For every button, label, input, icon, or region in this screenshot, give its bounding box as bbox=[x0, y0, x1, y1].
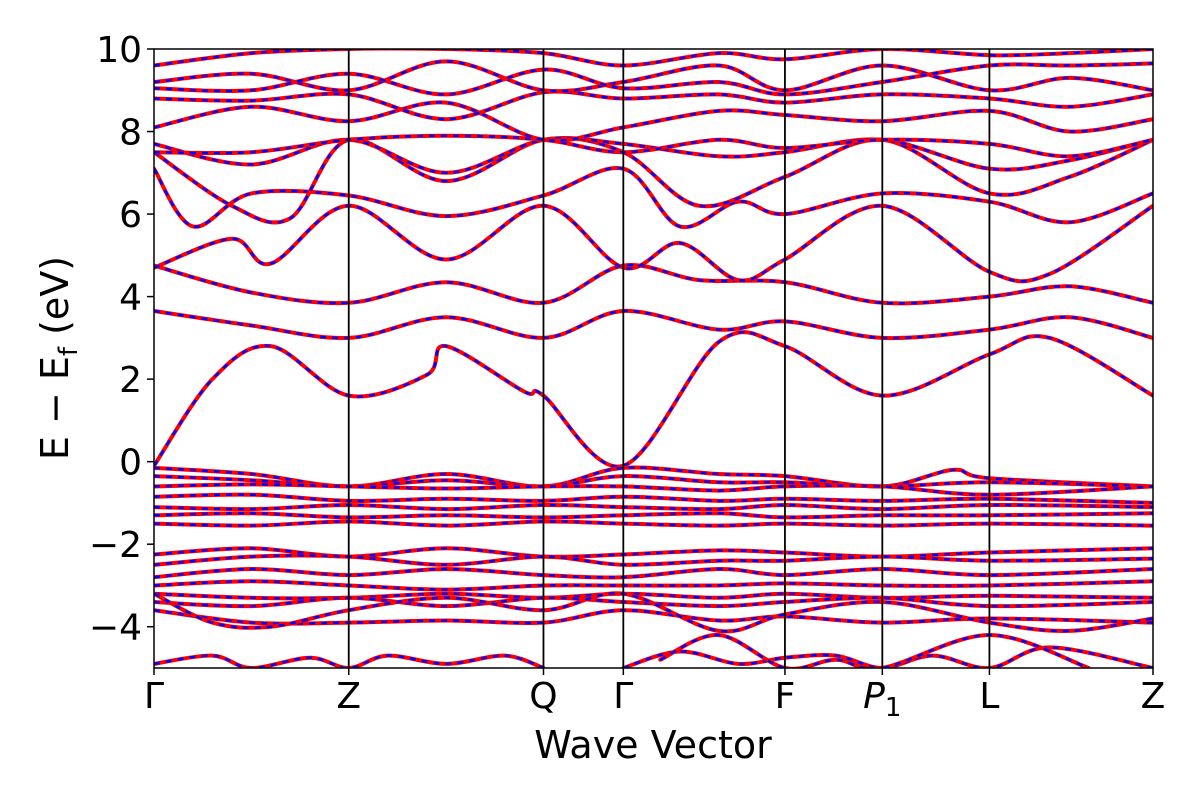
x-tick-label-P1: P1 bbox=[863, 676, 901, 723]
band-17-dashed bbox=[154, 493, 1153, 505]
y-tick-label: 0 bbox=[119, 443, 142, 484]
x-tick-label-L: L bbox=[979, 676, 999, 717]
y-tick-label: 10 bbox=[96, 30, 142, 71]
band-1-solid bbox=[154, 330, 1153, 469]
band-23-dashed bbox=[154, 567, 1153, 579]
x-tick-label-Z: Z bbox=[1141, 676, 1166, 717]
x-axis-label: Wave Vector bbox=[534, 723, 772, 767]
plot-frame bbox=[153, 48, 1154, 669]
band-11-dashed bbox=[154, 60, 1153, 93]
y-axis-label: E − Ef (eV) bbox=[33, 256, 84, 460]
band-29-solid bbox=[154, 653, 546, 668]
x-tick-label-Γ: Γ bbox=[613, 676, 633, 717]
band-24-dashed bbox=[154, 580, 1153, 591]
band-18-dashed bbox=[154, 503, 1153, 511]
band-22-dashed bbox=[154, 554, 1153, 567]
x-tick-label-Γ: Γ bbox=[144, 676, 164, 717]
band-31-dashed bbox=[659, 633, 1090, 668]
band-2-dashed bbox=[154, 309, 1153, 340]
band-26-dashed bbox=[154, 596, 1153, 608]
band-3-solid bbox=[154, 263, 1153, 306]
x-tick-label-Z: Z bbox=[336, 676, 361, 717]
band-lines bbox=[154, 49, 1153, 668]
x-tick-label-Q: Q bbox=[529, 676, 557, 717]
band-28-dashed bbox=[154, 592, 1153, 633]
band-4-dashed bbox=[154, 204, 1153, 283]
y-tick-label: 2 bbox=[119, 360, 142, 401]
band-14-dashed bbox=[154, 466, 1153, 488]
band-16-dashed bbox=[154, 483, 1153, 496]
band-30-dashed bbox=[622, 646, 1153, 668]
y-tick-label: 4 bbox=[119, 278, 142, 319]
band-8-dashed bbox=[154, 134, 1153, 158]
band-5-solid bbox=[154, 165, 1153, 230]
x-axis-ticks: Γ Z Q Γ F P1 L Z bbox=[144, 668, 1165, 723]
x-tick-label-F: F bbox=[775, 676, 796, 717]
high-symmetry-lines bbox=[347, 49, 991, 668]
band-19-dashed bbox=[154, 511, 1153, 519]
y-tick-label: −4 bbox=[89, 608, 142, 649]
band-10-dashed bbox=[154, 90, 1153, 121]
y-tick-label: 8 bbox=[119, 113, 142, 154]
y-tick-label: 6 bbox=[119, 195, 142, 236]
band-20-dashed bbox=[154, 520, 1153, 527]
band-9-dashed bbox=[154, 101, 1153, 142]
band-27-dashed bbox=[154, 608, 1153, 625]
y-axis-ticks: −4 −2 0 2 4 6 8 10 bbox=[89, 30, 154, 649]
y-tick-label: −2 bbox=[89, 525, 142, 566]
band-12-dashed bbox=[154, 62, 1153, 96]
